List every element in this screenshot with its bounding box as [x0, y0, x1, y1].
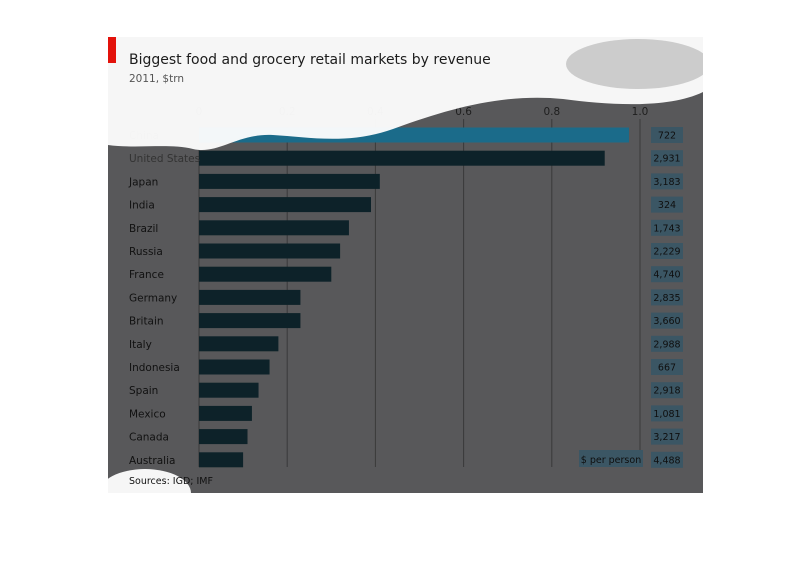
category-label: Japan — [128, 176, 158, 188]
per-person-value: 722 — [658, 131, 676, 142]
bar — [199, 336, 279, 352]
per-person-value: 1,743 — [653, 223, 680, 234]
category-labels: ChinaUnited StatesJapanIndiaBrazilRussia… — [128, 130, 200, 467]
per-person-value: 2,931 — [653, 154, 680, 165]
grey-blob — [566, 39, 703, 89]
per-person-value: 2,835 — [653, 293, 680, 304]
bar — [199, 452, 244, 468]
bar — [199, 359, 270, 375]
per-person-value: 3,217 — [653, 432, 680, 443]
white-blob-bottom — [108, 469, 191, 493]
value-box — [651, 312, 683, 329]
value-box — [651, 173, 683, 190]
value-box — [651, 359, 683, 375]
category-label: Italy — [129, 339, 152, 351]
category-label: Australia — [129, 455, 175, 467]
source-note: Sources: IGD; IMF — [129, 476, 213, 487]
x-tick-label: 0.8 — [543, 106, 560, 118]
category-label: Germany — [129, 292, 177, 304]
category-label: Britain — [129, 316, 164, 328]
per-person-values: 722 2,931 3,183 324 1,743 2,229 4,740 2,835 3,66… — [651, 127, 683, 468]
per-person-label-box — [579, 450, 643, 467]
per-person-value: 667 — [658, 363, 676, 374]
x-tick-label: 0.6 — [455, 106, 472, 118]
bar — [199, 405, 252, 421]
per-person-value: 3,660 — [653, 316, 680, 327]
bar-chart: 00.20.40.60.81.0 ChinaUnited StatesJapan… — [108, 37, 703, 493]
bar — [199, 150, 605, 166]
category-label: Indonesia — [129, 362, 180, 374]
per-person-value: 3,183 — [653, 177, 680, 188]
value-box — [651, 150, 683, 167]
bar — [199, 289, 301, 305]
category-label: Brazil — [129, 223, 158, 235]
value-box — [651, 243, 683, 259]
per-person-value: 324 — [658, 200, 676, 211]
per-person-value: 2,229 — [653, 247, 680, 258]
category-label: France — [129, 269, 164, 281]
per-person-value: 1,081 — [653, 409, 680, 420]
chart-panel: 00.20.40.60.81.0 ChinaUnited StatesJapan… — [108, 37, 703, 493]
category-label: India — [129, 200, 155, 212]
category-label: Canada — [129, 432, 169, 444]
value-box — [651, 382, 683, 399]
value-box — [651, 289, 683, 306]
bar — [199, 429, 248, 445]
value-box — [651, 266, 683, 283]
category-label: United States — [129, 153, 200, 165]
chart-header: Biggest food and grocery retail markets … — [108, 37, 491, 85]
bar — [199, 243, 341, 259]
value-box — [651, 219, 683, 236]
bar — [199, 382, 259, 398]
per-person-value: 4,740 — [653, 270, 680, 281]
value-box — [651, 451, 683, 468]
bar — [199, 313, 301, 329]
white-blob-top — [108, 37, 703, 151]
per-person-legend: $ per person — [579, 450, 643, 467]
category-label: Mexico — [129, 408, 166, 420]
value-box — [651, 335, 683, 352]
bar — [199, 220, 349, 236]
value-box — [651, 405, 683, 422]
category-label: Spain — [129, 385, 158, 397]
bar — [199, 197, 371, 213]
chart-subtitle: 2011, $trn — [129, 73, 184, 85]
bar — [199, 173, 380, 189]
category-label: Russia — [129, 246, 163, 258]
value-box — [651, 127, 683, 143]
x-tick-label: 1.0 — [632, 106, 649, 118]
value-box — [651, 428, 683, 445]
bar — [199, 266, 332, 282]
bars — [199, 127, 629, 468]
per-person-label: $ per person — [581, 455, 641, 466]
white-overlay — [108, 37, 703, 493]
per-person-value: 4,488 — [653, 455, 680, 466]
per-person-value: 2,918 — [653, 386, 680, 397]
chart-title: Biggest food and grocery retail markets … — [129, 52, 491, 68]
value-box — [651, 196, 683, 213]
accent-mark — [108, 37, 116, 63]
per-person-value: 2,988 — [653, 339, 680, 350]
